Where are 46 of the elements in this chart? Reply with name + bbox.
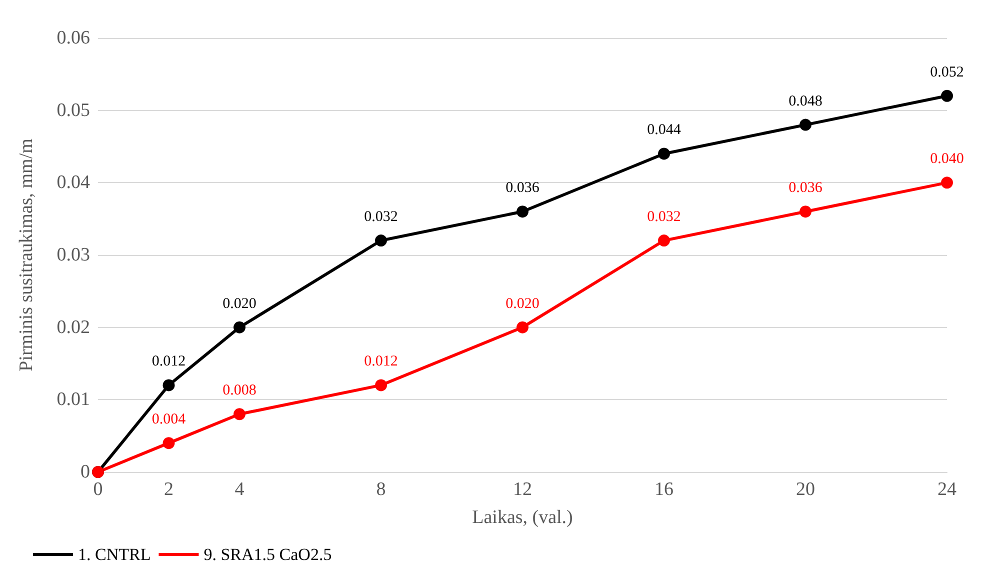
y-tick-label: 0.05 xyxy=(56,100,90,121)
point xyxy=(162,379,175,392)
point xyxy=(234,408,246,420)
data-label: 0.032 xyxy=(647,209,681,226)
x-tick-label: 20 xyxy=(796,479,815,500)
point xyxy=(658,234,670,247)
x-tick-label: 2 xyxy=(164,479,174,500)
y-tick-label: 0.02 xyxy=(56,316,90,338)
data-label: 0.004 xyxy=(152,412,186,428)
x-tick-label: 4 xyxy=(234,479,245,500)
data-label: 0.032 xyxy=(364,209,398,226)
legend-label: 1. CNTRL xyxy=(78,545,151,564)
point xyxy=(658,148,670,160)
y-tick-label: 0.01 xyxy=(56,389,90,410)
y-tick-label: 0.03 xyxy=(56,244,90,266)
data-label: 0.048 xyxy=(788,93,822,110)
data-label: 0.020 xyxy=(222,296,256,312)
data-label: 0.012 xyxy=(364,354,398,370)
x-tick-label: 8 xyxy=(376,479,386,500)
point xyxy=(941,90,953,102)
data-label: 0.020 xyxy=(506,296,540,312)
legend-label: 9. SRA1.5 CaO2.5 xyxy=(204,545,332,564)
point xyxy=(516,206,528,218)
point xyxy=(941,176,953,189)
point xyxy=(234,321,246,334)
point xyxy=(162,437,175,450)
data-label: 0.052 xyxy=(930,64,964,80)
y-tick-label: 0.04 xyxy=(56,172,90,194)
point xyxy=(800,118,812,131)
x-tick-label: 16 xyxy=(654,479,674,500)
point xyxy=(375,234,387,247)
data-label: 0.044 xyxy=(647,122,682,138)
point xyxy=(800,206,812,218)
x-tick-label: 12 xyxy=(513,479,532,500)
data-label: 0.040 xyxy=(930,151,964,168)
data-label: 0.036 xyxy=(506,180,540,196)
x-tick-label: 24 xyxy=(938,479,957,500)
y-axis-title: Pirminis susitraukimas, mm/m xyxy=(16,138,37,372)
x-axis-title: Laikas, (val.) xyxy=(472,507,573,528)
point xyxy=(516,321,528,334)
y-tick-label: 0.06 xyxy=(56,28,90,48)
point xyxy=(375,379,387,392)
data-label: 0.012 xyxy=(152,354,186,370)
data-label: 0.008 xyxy=(222,382,256,399)
y-tick-label: 0 xyxy=(80,462,90,482)
data-label: 0.036 xyxy=(788,180,823,196)
